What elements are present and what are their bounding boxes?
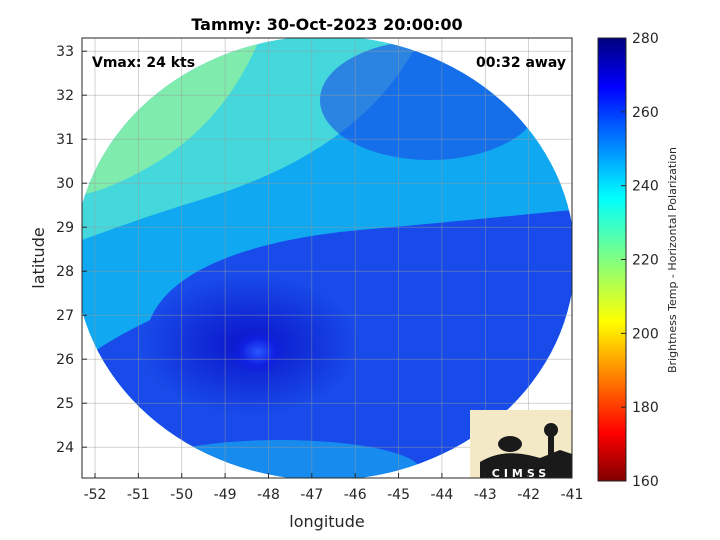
colorbar-ticks: 280 260 240 220 200 180 160 (621, 31, 659, 490)
x-tick-label: -52 (84, 487, 107, 503)
x-tick-label: -49 (214, 487, 237, 503)
colorbar-tick-label: 220 (632, 253, 659, 269)
logo-text: CIMSS (492, 467, 550, 480)
swath-eye (230, 330, 286, 374)
y-tick-label: 31 (56, 132, 74, 148)
colorbar-label: Brightness Temp - Horizontal Polarizatio… (666, 147, 679, 373)
y-axis-label: latitude (29, 227, 48, 288)
x-tick-label: -42 (517, 487, 540, 503)
swath-image (82, 38, 572, 478)
time-away-annotation: 00:32 away (476, 55, 566, 71)
grid-lines (82, 38, 572, 478)
y-tick-label: 24 (56, 440, 74, 456)
x-tick-label: -48 (257, 487, 280, 503)
colorbar-tick-label: 260 (632, 105, 659, 121)
x-tick-label: -45 (387, 487, 410, 503)
logo-tower (548, 430, 554, 458)
x-tick-label: -46 (344, 487, 367, 503)
x-tick-label: -43 (474, 487, 497, 503)
chart-title: Tammy: 30-Oct-2023 20:00:00 (191, 15, 462, 34)
x-tick-label: -47 (300, 487, 323, 503)
plot-area: CIMSS (82, 38, 572, 480)
x-tick-label: -51 (127, 487, 150, 503)
y-axis: 24 25 26 27 28 29 30 31 32 33 (56, 44, 87, 456)
y-tick-label: 32 (56, 88, 74, 104)
x-tick-label: -50 (170, 487, 193, 503)
logo-dish (498, 436, 522, 452)
y-tick-label: 30 (56, 176, 74, 192)
colorbar-tick-label: 280 (632, 31, 659, 47)
colorbar-tick-label: 200 (632, 326, 659, 342)
colorbar-tick-label: 160 (632, 474, 659, 490)
x-axis: -52 -51 -50 -49 -48 -47 -46 -45 -44 -43 -42 -41 (84, 473, 584, 503)
axes-box (81, 37, 573, 479)
y-tick-label: 27 (56, 308, 74, 324)
y-tick-label: 25 (56, 396, 74, 412)
x-tick-label: -44 (430, 487, 453, 503)
y-tick-label: 29 (56, 220, 74, 236)
x-axis-label: longitude (289, 512, 364, 531)
colorbar: 280 260 240 220 200 180 160 Brightness Temp - … (597, 31, 679, 490)
logo-tower-top (544, 423, 558, 437)
x-tick-label: -41 (561, 487, 584, 503)
colorbar-tick-label: 180 (632, 400, 659, 416)
y-tick-label: 28 (56, 264, 74, 280)
y-tick-label: 33 (56, 44, 74, 60)
swath-south-warm (140, 440, 420, 478)
vmax-annotation: Vmax: 24 kts (92, 55, 195, 71)
cimss-logo: CIMSS (470, 410, 572, 480)
colorbar-tick-label: 240 (632, 179, 659, 195)
y-tick-label: 26 (56, 352, 74, 368)
